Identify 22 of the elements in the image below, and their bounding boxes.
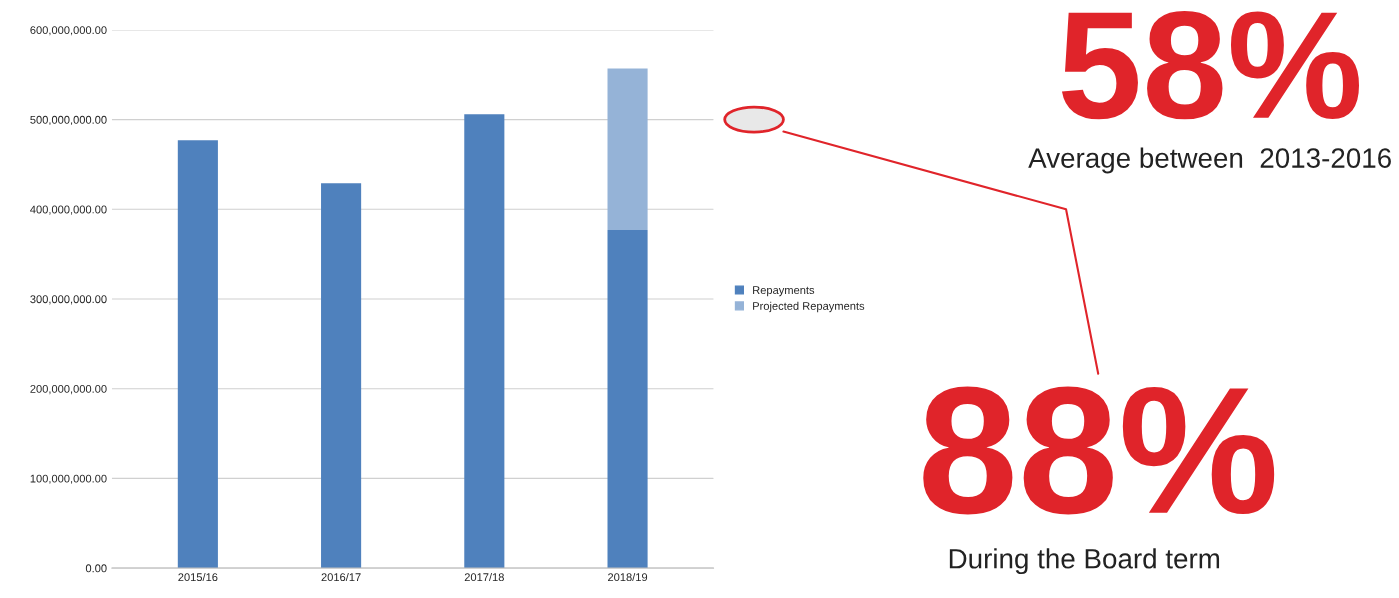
y-tick-label: 300,000,000.00 bbox=[30, 295, 107, 305]
y-tick-label: 200,000,000.00 bbox=[30, 384, 107, 395]
text: Average between 2013-2016 bbox=[1028, 147, 1391, 174]
y-tick-label: 400,000,000.00 bbox=[30, 205, 107, 215]
bar bbox=[177, 140, 218, 569]
bar bbox=[607, 229, 648, 569]
x-tick-label: 2017/18 bbox=[464, 572, 504, 582]
bar bbox=[464, 114, 505, 569]
y-tick-label: 600,000,000.00 bbox=[30, 26, 107, 36]
legend-label: Repayments bbox=[753, 286, 815, 297]
x-tick-label: 2016/17 bbox=[321, 572, 361, 582]
y-tick-label: 0.00 bbox=[85, 564, 107, 573]
text: During the Board term bbox=[949, 548, 1220, 575]
bar bbox=[321, 183, 362, 569]
y-tick-label: 500,000,000.00 bbox=[30, 115, 107, 126]
bar bbox=[607, 68, 648, 230]
text: 88% bbox=[923, 386, 1275, 515]
y-tick-label: 100,000,000.00 bbox=[30, 474, 107, 484]
x-tick-label: 2018/19 bbox=[608, 572, 648, 582]
x-tick-label: 2015/16 bbox=[178, 572, 218, 582]
legend-label: Projected Repayments bbox=[753, 301, 865, 313]
text: 58% bbox=[1061, 11, 1359, 120]
